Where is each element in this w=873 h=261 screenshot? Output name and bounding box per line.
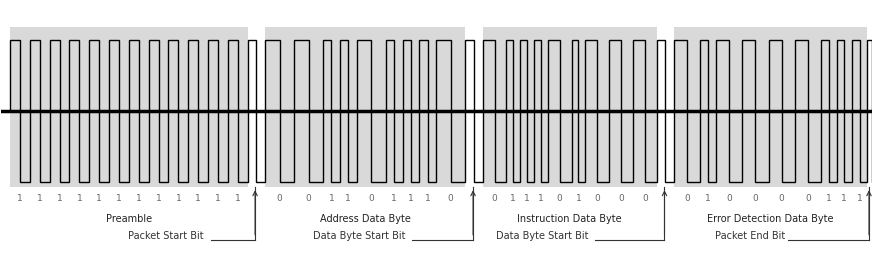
Text: 0: 0 <box>306 194 312 203</box>
Text: 0: 0 <box>448 194 454 203</box>
Text: 1: 1 <box>346 194 351 203</box>
Text: 1: 1 <box>511 194 516 203</box>
Text: 0: 0 <box>595 194 600 203</box>
Text: Preamble: Preamble <box>106 215 152 224</box>
Text: 1: 1 <box>408 194 414 203</box>
Text: 0: 0 <box>805 194 811 203</box>
Text: 1: 1 <box>524 194 530 203</box>
Text: 1: 1 <box>391 194 397 203</box>
Text: Data Byte Start Bit: Data Byte Start Bit <box>496 231 588 241</box>
Text: 1: 1 <box>856 194 863 203</box>
Text: 1: 1 <box>155 194 162 203</box>
Text: 0: 0 <box>753 194 759 203</box>
Text: 0: 0 <box>642 194 648 203</box>
Bar <box>10 27 248 187</box>
Text: 1: 1 <box>57 194 63 203</box>
Text: 1: 1 <box>96 194 102 203</box>
Text: 0: 0 <box>779 194 785 203</box>
Bar <box>483 27 656 187</box>
Text: 0: 0 <box>618 194 624 203</box>
Text: 1: 1 <box>826 194 832 203</box>
Text: 1: 1 <box>842 194 847 203</box>
Text: 1: 1 <box>136 194 141 203</box>
Text: 1: 1 <box>235 194 241 203</box>
Text: 1: 1 <box>196 194 201 203</box>
Text: Packet Start Bit: Packet Start Bit <box>127 231 203 241</box>
Text: 0: 0 <box>277 194 283 203</box>
Text: 1: 1 <box>575 194 581 203</box>
Text: 1: 1 <box>77 194 82 203</box>
Text: 1: 1 <box>425 194 430 203</box>
Text: 1: 1 <box>116 194 122 203</box>
Text: 1: 1 <box>175 194 182 203</box>
Bar <box>265 27 465 187</box>
Text: 1: 1 <box>705 194 711 203</box>
Text: 1: 1 <box>17 194 23 203</box>
Text: 1: 1 <box>215 194 221 203</box>
Text: Packet End Bit: Packet End Bit <box>715 231 785 241</box>
Text: 0: 0 <box>491 194 498 203</box>
Text: 0: 0 <box>684 194 691 203</box>
Bar <box>674 27 867 187</box>
Text: 1: 1 <box>538 194 544 203</box>
Text: 0: 0 <box>557 194 562 203</box>
Text: Error Detection Data Byte: Error Detection Data Byte <box>707 215 834 224</box>
Text: 1: 1 <box>37 194 43 203</box>
Text: Instruction Data Byte: Instruction Data Byte <box>518 215 622 224</box>
Text: 1: 1 <box>328 194 334 203</box>
Text: 0: 0 <box>726 194 732 203</box>
Text: 0: 0 <box>368 194 375 203</box>
Text: Data Byte Start Bit: Data Byte Start Bit <box>313 231 405 241</box>
Text: Address Data Byte: Address Data Byte <box>320 215 410 224</box>
